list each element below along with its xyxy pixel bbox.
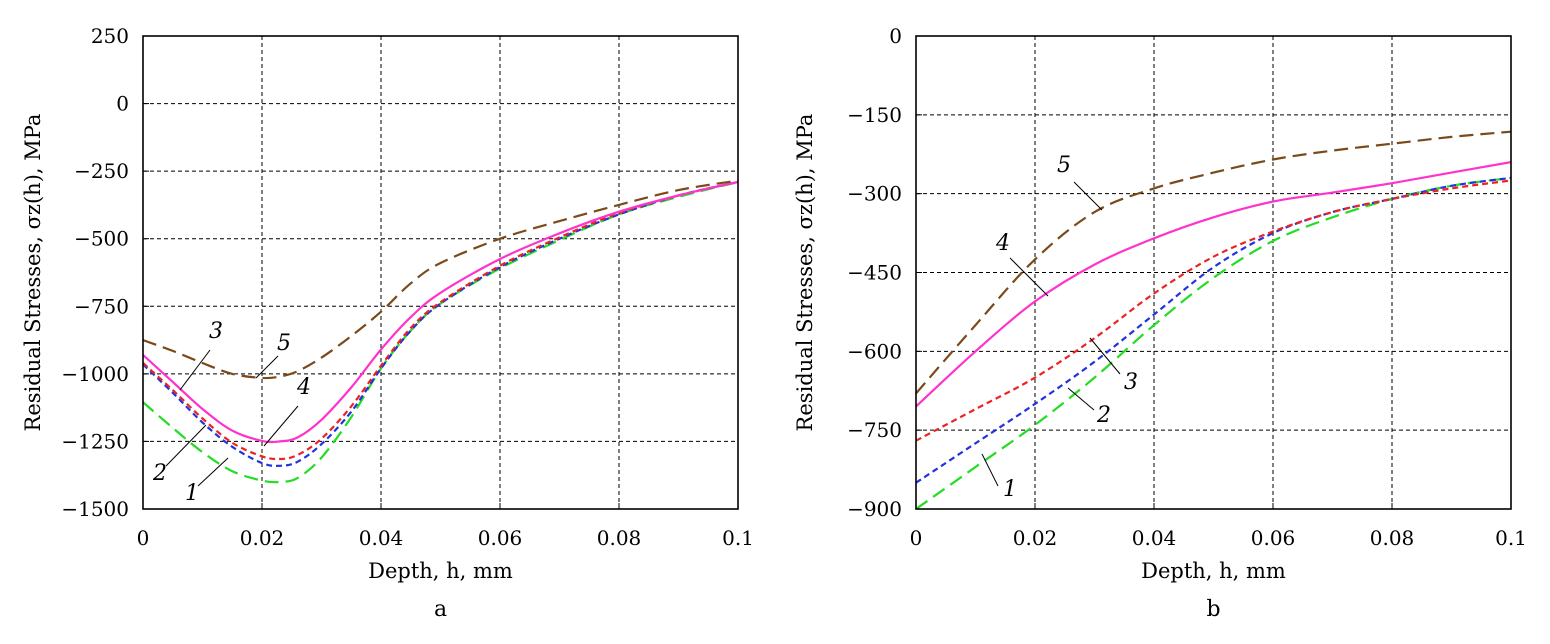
curve-label-2: 2 xyxy=(152,461,167,486)
y-tick-label: −250 xyxy=(74,159,129,183)
x-tick-label: 0.04 xyxy=(1132,526,1177,550)
y-tick-label: −300 xyxy=(847,182,902,206)
curve-leader-line xyxy=(179,349,211,391)
curve-leader-line xyxy=(1089,337,1121,375)
x-axis-label: Depth, h, mm xyxy=(368,559,513,583)
y-tick-label: −750 xyxy=(847,418,902,442)
curve-leader-line xyxy=(197,457,229,487)
y-tick-label: 0 xyxy=(116,92,129,116)
x-tick-label: 0.02 xyxy=(240,526,285,550)
curve-label-5: 5 xyxy=(277,331,291,356)
y-tick-label: −1500 xyxy=(61,497,129,521)
y-tick-label: −900 xyxy=(847,497,902,521)
panel-label: a xyxy=(434,597,447,622)
curve-leader-line xyxy=(1073,181,1103,211)
chart-panel-b: 0 0.02 0.04 0.06 0.08 0.1 0 −150 −300 −450 −600 −75… xyxy=(793,24,1527,622)
y-tick-label: 0 xyxy=(889,24,902,48)
series-line-4 xyxy=(143,180,738,444)
series-line-1 xyxy=(143,180,738,484)
y-tick-label: −150 xyxy=(847,103,902,127)
curve-label-3: 3 xyxy=(1124,370,1138,395)
curve-label-2: 2 xyxy=(1096,403,1111,428)
series-line-3 xyxy=(916,179,1511,442)
series-line-5 xyxy=(143,179,738,380)
x-tick-label: 0 xyxy=(910,526,923,550)
x-axis-label: Depth, h, mm xyxy=(1141,559,1286,583)
curve-leader-line xyxy=(981,453,999,487)
panel-label: b xyxy=(1206,597,1220,622)
series-line-2 xyxy=(916,176,1511,484)
curve-label-1: 1 xyxy=(1003,477,1017,502)
curve-leader-line xyxy=(1067,387,1095,411)
series-line-5 xyxy=(916,130,1511,395)
curve-label-4: 4 xyxy=(296,375,311,400)
y-tick-label: −600 xyxy=(847,339,902,363)
series-line-3 xyxy=(143,180,738,461)
y-tick-label: −500 xyxy=(74,227,129,251)
x-tick-label: 0.08 xyxy=(1370,526,1415,550)
x-tick-label: 0.06 xyxy=(478,526,523,550)
chart-panel-a: 0 0.02 0.04 0.06 0.08 0.1 250 0 −250 −500 −750 −100… xyxy=(21,24,754,622)
series-line-2 xyxy=(143,180,738,467)
curve-label-5: 5 xyxy=(1057,153,1071,178)
curve-leader-line xyxy=(263,405,299,447)
y-tick-label: −1250 xyxy=(61,429,129,453)
series-line-4 xyxy=(916,161,1511,408)
x-tick-label: 0.06 xyxy=(1251,526,1296,550)
x-tick-label: 0.08 xyxy=(597,526,642,550)
x-tick-label: 0 xyxy=(137,526,150,550)
curve-leader-line xyxy=(1009,257,1049,297)
x-tick-label: 0.02 xyxy=(1013,526,1058,550)
y-tick-label: −750 xyxy=(74,294,129,318)
plot-frame xyxy=(142,35,739,510)
y-tick-label: −1000 xyxy=(61,362,129,386)
curve-leader-line xyxy=(255,355,279,379)
y-axis-label: Residual Stresses, σz(h), MPa xyxy=(793,114,817,432)
x-tick-label: 0.04 xyxy=(359,526,404,550)
plot-frame xyxy=(915,35,1512,510)
x-tick-label: 0.1 xyxy=(722,526,754,550)
curve-label-4: 4 xyxy=(995,231,1010,256)
curve-leader-line xyxy=(165,424,207,467)
x-tick-label: 0.1 xyxy=(1495,526,1527,550)
series-line-1 xyxy=(916,176,1511,509)
y-axis-label: Residual Stresses, σz(h), MPa xyxy=(21,114,45,432)
y-tick-label: −450 xyxy=(847,261,902,285)
curve-label-1: 1 xyxy=(185,481,199,506)
y-tick-label: 250 xyxy=(91,24,129,48)
curve-label-3: 3 xyxy=(209,319,223,344)
